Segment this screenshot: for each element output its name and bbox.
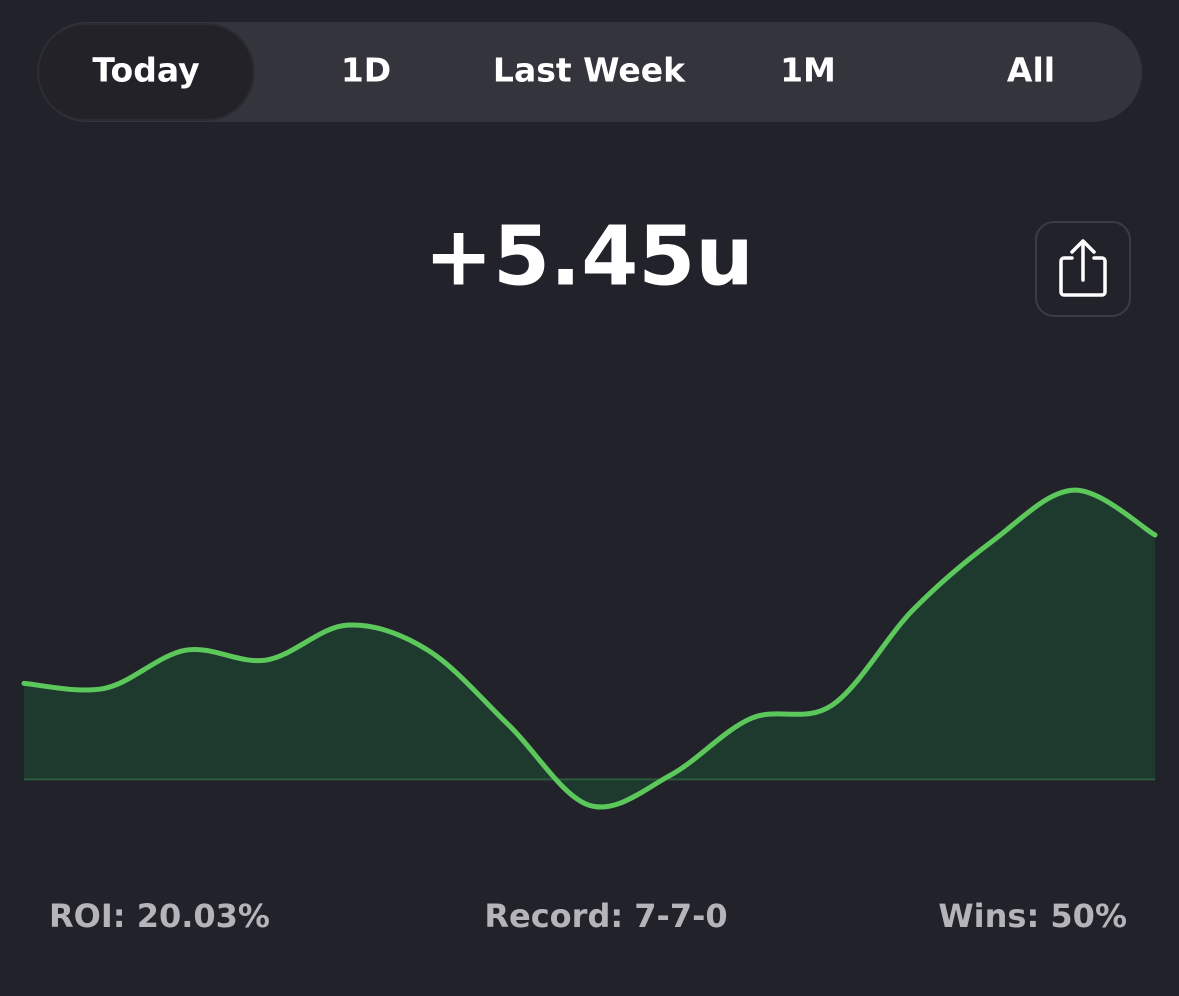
segmented-control [37, 22, 1142, 122]
selected-tab[interactable] [37, 23, 255, 121]
tab[interactable]: 1D [341, 51, 391, 90]
stat: ROI: 20.03% [49, 897, 270, 935]
tab[interactable]: Last Week [493, 51, 686, 90]
stat: Record: 7-7-0 [484, 897, 727, 935]
share-button[interactable] [1035, 221, 1131, 317]
tab[interactable]: 1M [780, 51, 836, 90]
tab[interactable]: All [1007, 51, 1055, 90]
share-icon[interactable] [1059, 239, 1107, 297]
area [24, 490, 1155, 808]
tab[interactable]: Today [92, 51, 199, 90]
total: +5.45u [424, 209, 753, 304]
chart [21, 487, 1158, 810]
line [21, 487, 1158, 810]
stat: Wins: 50% [938, 897, 1127, 935]
tabs: Today 1D Last Week 1M All [37, 23, 1055, 121]
